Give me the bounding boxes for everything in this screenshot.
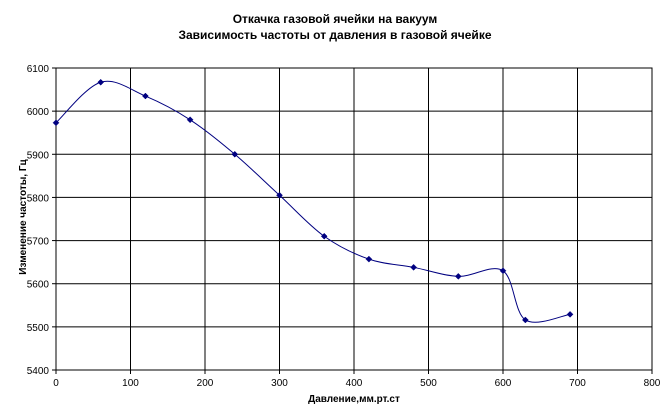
y-axis-ticks: 5400 5500 5600 5700 5800 5900 6000 6100 [27,64,56,377]
y-tick-label: 6100 [27,64,50,75]
grid [55,67,653,371]
y-tick-label: 5800 [27,193,50,204]
data-point-marker [454,273,462,280]
y-tick-label: 5900 [27,150,50,161]
data-point-marker [521,316,529,324]
y-tick-label: 5500 [27,323,50,334]
data-point-marker [499,267,507,275]
y-axis-title: Изменение частоты, Гц [18,158,29,274]
data-point-marker [142,92,149,100]
data-point-marker [566,310,574,318]
y-tick-label: 6000 [27,107,50,118]
data-point-marker [410,263,417,271]
x-tick-label: 800 [644,378,661,389]
series-markers [52,78,574,324]
x-tick-label: 600 [495,378,512,389]
data-point-marker [97,78,105,86]
data-point-marker [231,150,239,158]
y-tick-label: 5400 [27,366,50,377]
x-tick-label: 500 [420,378,437,389]
data-point-marker [320,232,328,240]
x-tick-label: 400 [346,378,363,389]
x-tick-label: 200 [197,378,214,389]
x-tick-label: 100 [122,378,139,389]
series-line [55,80,571,323]
data-point-marker [276,191,283,199]
data-point-marker [365,255,373,263]
data-point-marker [52,119,60,127]
x-tick-label: 0 [53,378,59,389]
y-tick-label: 5600 [27,280,50,291]
data-point-marker [186,116,194,124]
chart-subtitle: Зависимость частоты от давления в газово… [178,28,491,42]
x-tick-label: 700 [569,378,586,389]
x-tick-label: 300 [271,378,288,389]
y-tick-label: 5700 [27,237,50,248]
x-axis-ticks: 0 100 200 300 400 500 600 700 800 [53,370,661,389]
x-axis-title: Давление,мм.рт.ст [308,394,400,405]
chart-title: Откачка газовой ячейки на вакуум [233,12,438,26]
